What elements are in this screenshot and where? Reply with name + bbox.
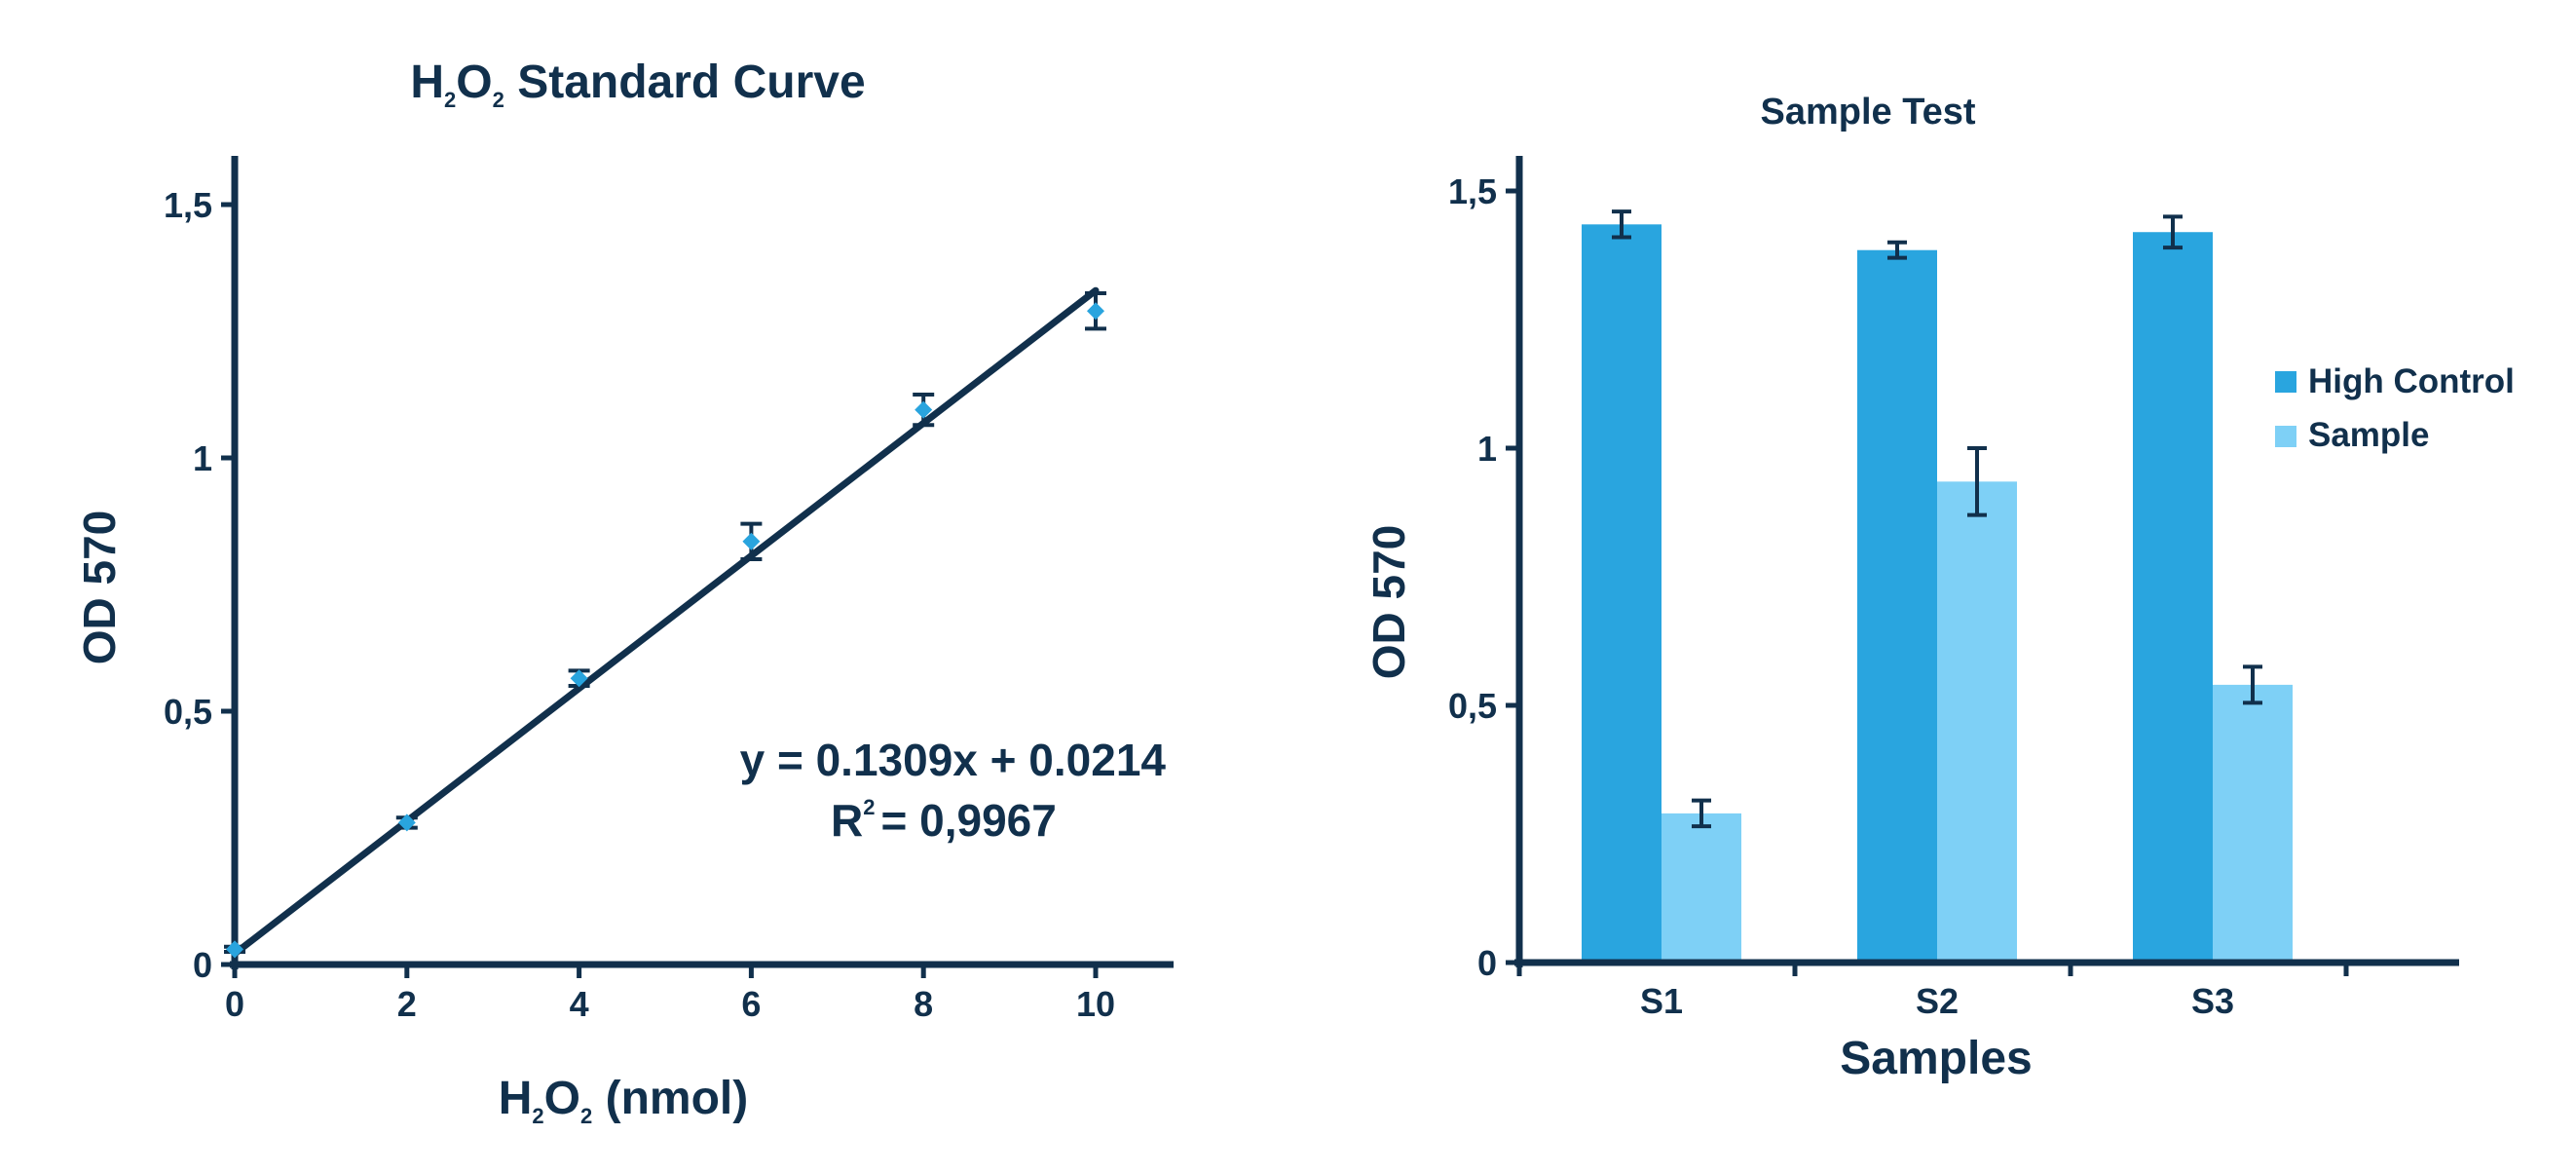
y-tick-label: 1 xyxy=(1477,429,1497,469)
y-axis-label: OD 570 xyxy=(1363,525,1414,680)
y-tick-label: 0 xyxy=(193,945,212,985)
legend-label-sample: Sample xyxy=(2308,416,2430,454)
y-axis-label: OD 570 xyxy=(74,511,125,665)
x-tick-label: 6 xyxy=(741,984,761,1024)
legend-item-high-control: High Control xyxy=(2275,362,2515,400)
y-tick-label: 0,5 xyxy=(164,692,212,732)
data-point xyxy=(397,814,416,832)
data-point xyxy=(570,669,588,688)
standard-curve-chart: H2O2 Standard Curve 0 0,5 1 1,5 0 2 4 6 8 10 OD … xyxy=(74,57,1174,1128)
bar-sample xyxy=(2213,684,2293,963)
y-ticks: 0 0,5 1 1,5 xyxy=(164,185,235,985)
x-ticks: S1 S2 S3 xyxy=(1516,963,2349,1021)
data-point xyxy=(226,940,243,959)
x-ticks: 0 2 4 6 8 10 xyxy=(225,965,1115,1024)
data-point xyxy=(742,532,761,550)
bar-sample xyxy=(1661,813,1741,963)
legend-label-high-control: High Control xyxy=(2308,362,2515,400)
x-axis-label: H2O2 (nmol) xyxy=(499,1073,748,1128)
legend-swatch-high-control xyxy=(2275,371,2296,393)
x-axis-label: Samples xyxy=(1840,1033,2032,1084)
y-tick-label: 1,5 xyxy=(164,185,212,225)
data-point-group xyxy=(395,814,418,832)
r-squared-label: R2 = 0,9967 xyxy=(831,795,1057,846)
bar-high-control xyxy=(2133,232,2213,964)
x-tick-label: 10 xyxy=(1076,984,1115,1024)
x-tick-label: S3 xyxy=(2191,981,2234,1021)
data-point-group xyxy=(1085,291,1106,331)
y-tick-label: 1 xyxy=(193,438,212,478)
y-tick-label: 0,5 xyxy=(1448,686,1497,726)
y-tick-label: 1,5 xyxy=(1448,171,1497,211)
sample-test-chart: Sample Test 0 0,5 1 1,5 S1 S2 S3 OD 570 Sampl… xyxy=(1363,92,2515,1084)
error-bars xyxy=(1612,209,2262,829)
standard-curve-axes xyxy=(230,156,1174,969)
x-tick-label: 0 xyxy=(225,984,244,1024)
x-tick-label: 2 xyxy=(397,984,417,1024)
fit-line-group xyxy=(231,286,1100,958)
data-point-group xyxy=(568,668,590,688)
standard-curve-title: H2O2 Standard Curve xyxy=(410,57,865,112)
data-point xyxy=(1087,302,1104,321)
data-point-group xyxy=(913,393,935,428)
fit-line xyxy=(231,286,1100,958)
bar-high-control xyxy=(1582,224,1661,963)
bars xyxy=(1582,224,2293,964)
x-tick-label: 4 xyxy=(570,984,589,1024)
data-point-group xyxy=(740,521,763,561)
x-tick-label: 8 xyxy=(914,984,933,1024)
legend-item-sample: Sample xyxy=(2275,416,2430,454)
bar-sample xyxy=(1937,481,2017,963)
bar-high-control xyxy=(1857,249,1937,964)
legend: High Control Sample xyxy=(2275,362,2515,454)
data-points xyxy=(224,291,1106,959)
data-point xyxy=(915,400,933,419)
equation-label: y = 0.1309x + 0.0214 xyxy=(740,735,1167,785)
x-tick-label: S1 xyxy=(1640,981,1683,1021)
y-tick-label: 0 xyxy=(1477,943,1497,983)
legend-swatch-sample xyxy=(2275,426,2296,447)
data-point-group xyxy=(224,940,245,959)
x-tick-label: S2 xyxy=(1916,981,1959,1021)
y-ticks: 0 0,5 1 1,5 xyxy=(1448,171,1519,983)
sample-test-title: Sample Test xyxy=(1760,92,1975,132)
sample-test-axes xyxy=(1514,156,2459,967)
